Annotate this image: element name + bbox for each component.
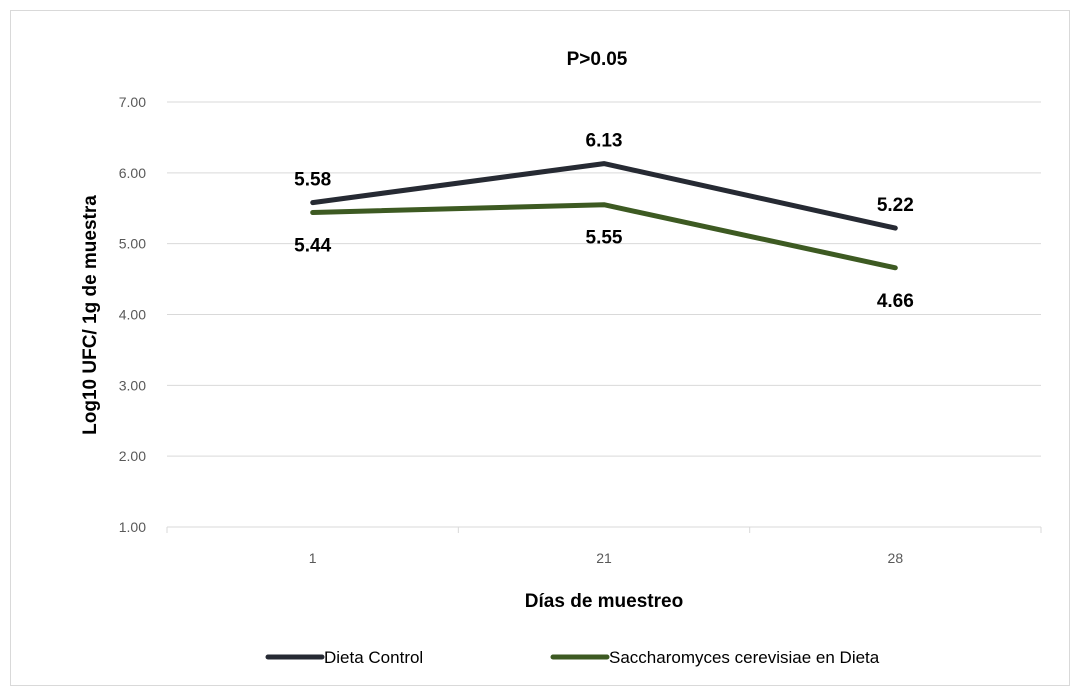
chart-frame — [10, 10, 1070, 686]
series-lines — [310, 161, 898, 271]
y-tick-label: 6.00 — [119, 165, 146, 181]
chart-title: P>0.05 — [567, 49, 628, 70]
x-tick-label: 21 — [596, 550, 612, 566]
y-tick-label: 2.00 — [119, 448, 146, 464]
data-label: 5.22 — [877, 195, 914, 216]
y-tick-label: 3.00 — [119, 377, 146, 393]
y-axis-tick-labels: 1.00 2.00 3.00 4.00 5.00 6.00 7.00 — [119, 94, 146, 535]
x-axis-title: Días de muestreo — [525, 591, 683, 612]
legend: Dieta Control Saccharomyces cerevisiae en… — [265, 648, 880, 667]
y-tick-label: 4.00 — [119, 307, 146, 323]
data-labels: 5.58 6.13 5.22 5.44 5.55 4.66 — [294, 131, 914, 312]
y-tick-label: 7.00 — [119, 94, 146, 110]
series-line-2 — [310, 202, 898, 271]
x-axis: 1 21 28 — [166, 526, 1042, 566]
legend-label: Saccharomyces cerevisiae en Dieta — [609, 648, 880, 667]
y-tick-label: 5.00 — [119, 236, 146, 252]
data-label: 5.58 — [294, 170, 331, 191]
data-label: 6.13 — [586, 131, 623, 152]
x-tick-label: 1 — [309, 550, 317, 566]
x-tick-label: 28 — [888, 550, 904, 566]
data-label: 5.55 — [586, 228, 623, 249]
series-line-1 — [310, 161, 898, 231]
legend-label: Dieta Control — [324, 648, 423, 667]
data-label: 4.66 — [877, 291, 914, 312]
y-tick-label: 1.00 — [119, 519, 146, 535]
y-axis-title: Log10 UFC/ 1g de muestra — [80, 195, 101, 435]
data-label: 5.44 — [294, 236, 331, 257]
gridlines — [167, 101, 1041, 457]
